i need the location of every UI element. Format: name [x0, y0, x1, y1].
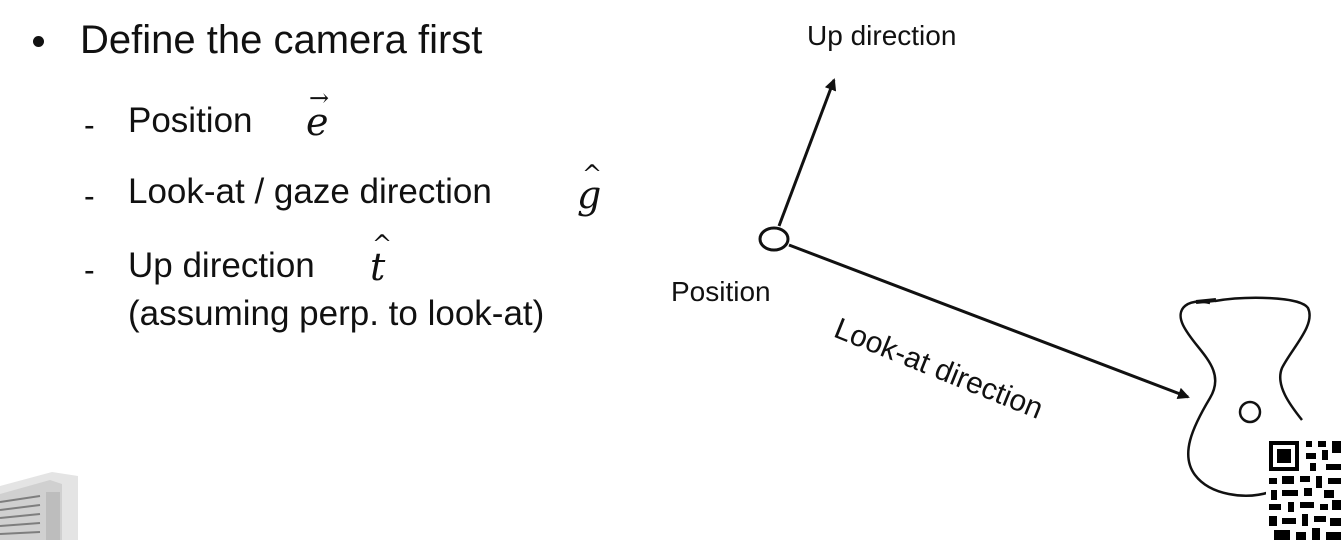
hat-mark: ^	[582, 160, 603, 188]
dash-1: -	[84, 107, 95, 143]
up-direction-label: Up direction	[807, 20, 957, 51]
item-position-label: Position	[128, 101, 253, 140]
symbol-t: t ^	[370, 230, 393, 289]
target-object-mark	[1195, 298, 1217, 304]
symbol-g: g ^	[577, 160, 603, 217]
dash-2: -	[84, 178, 95, 214]
item-up-note: (assuming perp. to look-at)	[128, 294, 545, 333]
position-label: Position	[671, 276, 771, 307]
target-object-hole	[1238, 400, 1262, 424]
camera-thumbnail-icon	[0, 468, 80, 540]
vector-arrow-mark: →	[309, 84, 330, 112]
item-up-label: Up direction	[128, 246, 315, 285]
dash-3: -	[84, 252, 95, 288]
symbol-e: e →	[306, 84, 330, 144]
up-direction-arrow	[777, 78, 837, 227]
bullet-dot	[33, 36, 44, 47]
qr-code-icon	[1266, 436, 1341, 540]
item-gaze-label: Look-at / gaze direction	[128, 172, 492, 211]
lookat-direction-arrow	[788, 243, 1190, 400]
target-object-outline	[1179, 296, 1311, 497]
slide-heading: Define the camera first	[80, 18, 483, 62]
camera-position-marker	[758, 226, 790, 252]
hat-mark: ^	[372, 230, 393, 258]
